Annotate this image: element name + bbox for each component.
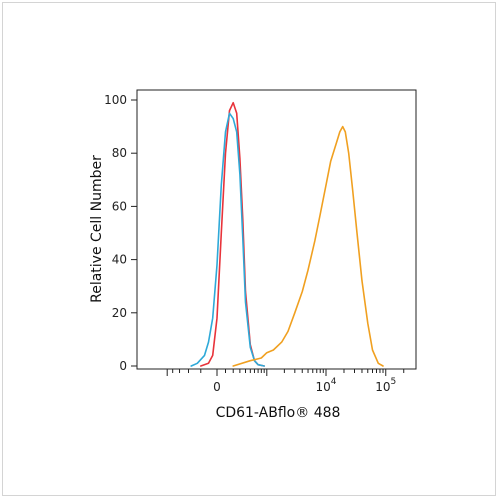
y-tick-label: 60 bbox=[112, 199, 127, 213]
x-tick-label: 104 bbox=[315, 377, 336, 394]
x-tick-label: 0 bbox=[213, 380, 221, 394]
y-axis-title: Relative Cell Number bbox=[89, 155, 105, 303]
histogram-series-2 bbox=[190, 112, 266, 367]
figure-frame: 0 20 40 60 80 100 0 104 105 Relative Cell Number… bbox=[2, 2, 496, 496]
y-tick-label: 80 bbox=[112, 146, 127, 160]
y-tick-label: 40 bbox=[112, 253, 127, 267]
y-tick-label: 20 bbox=[112, 306, 127, 320]
x-axis-title: CD61-ABflo® 488 bbox=[216, 405, 341, 421]
x-tick-label: 105 bbox=[375, 377, 396, 394]
x-tick-exponent: 4 bbox=[331, 377, 337, 387]
plot-area bbox=[136, 89, 417, 370]
histogram-chart: 0 20 40 60 80 100 0 104 105 Relative Cell Number… bbox=[89, 89, 417, 421]
axis-layer: 0 20 40 60 80 100 0 104 105 bbox=[104, 93, 405, 394]
histogram-series-3 bbox=[232, 125, 384, 367]
x-tick-exponent: 5 bbox=[391, 377, 397, 387]
y-tick-label: 100 bbox=[104, 93, 127, 107]
series-layer bbox=[190, 101, 384, 367]
histogram-series-1 bbox=[200, 101, 266, 367]
y-tick-label: 0 bbox=[119, 359, 127, 373]
